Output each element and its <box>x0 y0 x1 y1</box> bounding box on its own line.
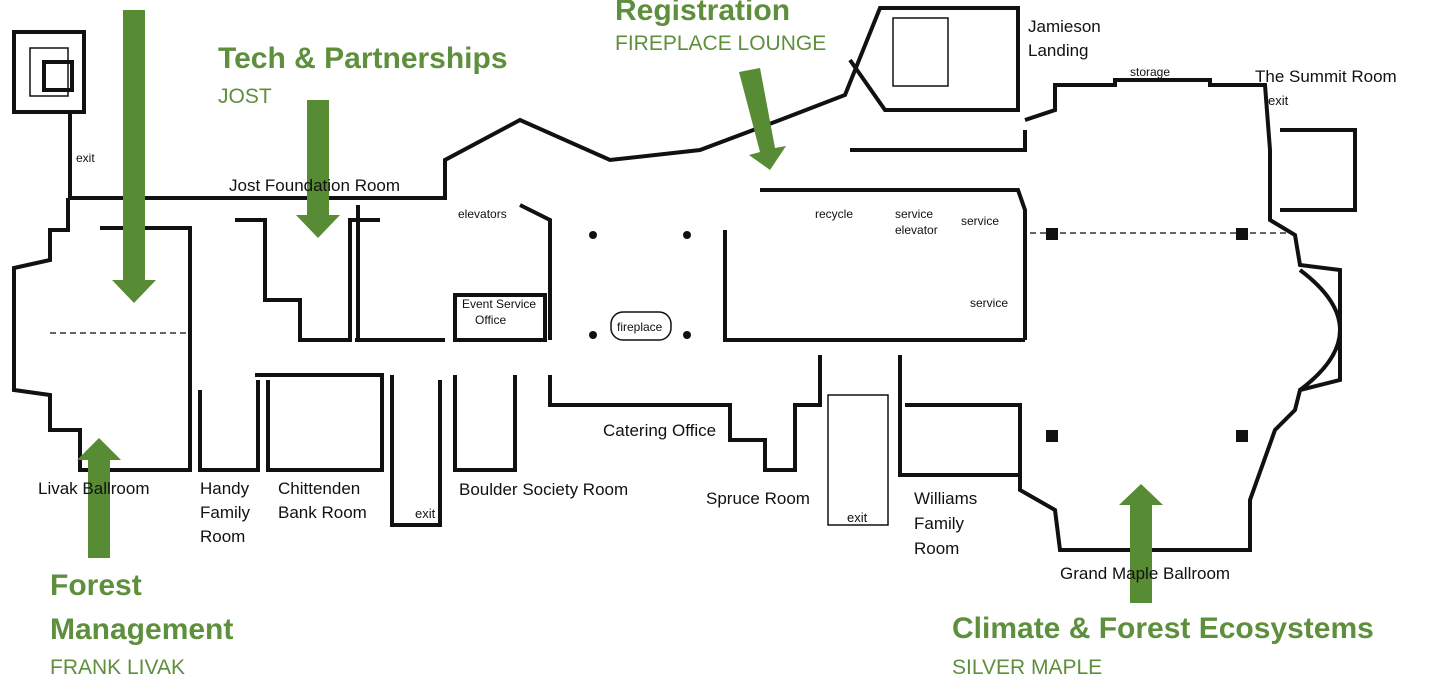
room-label: Bank Room <box>278 503 367 522</box>
room-label: Livak Ballroom <box>38 479 150 498</box>
track-room: JOST <box>218 85 272 108</box>
track-title: Climate & Forest Ecosystems <box>952 612 1374 645</box>
room-label: Landing <box>1028 41 1089 60</box>
room-label: The Summit Room <box>1255 67 1397 86</box>
track-title: Registration <box>615 0 790 27</box>
track-title: Forest <box>50 569 142 602</box>
room-label: Williams <box>914 489 977 508</box>
room-label: Spruce Room <box>706 489 810 508</box>
track-room: SILVER MAPLE <box>952 656 1102 679</box>
room-label: Handy <box>200 479 250 498</box>
room-label: Grand Maple Ballroom <box>1060 564 1230 583</box>
track-room: FRANK LIVAK <box>50 656 185 679</box>
room-label: exit <box>1268 93 1289 108</box>
walls <box>12 6 1357 552</box>
room-label: recycle <box>815 207 853 221</box>
track-room: FIREPLACE LOUNGE <box>615 32 826 55</box>
track-title: Tech & Partnerships <box>218 42 508 75</box>
room-label: exit <box>415 506 436 521</box>
room-label: Room <box>914 539 959 558</box>
room-label: Room <box>200 527 245 546</box>
room-label: Catering Office <box>603 421 716 440</box>
room-label: Family <box>914 514 965 533</box>
room-label: storage <box>1130 65 1170 79</box>
room-label: exit <box>76 151 95 165</box>
room-label: service <box>895 207 933 221</box>
room-label: Family <box>200 503 251 522</box>
track-title: Management <box>50 613 233 646</box>
room-label: Event Service <box>462 297 536 311</box>
room-label: service <box>961 214 999 228</box>
room-label: elevator <box>895 223 938 237</box>
room-label: Jost Foundation Room <box>229 176 400 195</box>
room-label: exit <box>847 510 868 525</box>
room-label: Office <box>475 313 506 327</box>
room-label: fireplace <box>617 320 663 334</box>
room-label: elevators <box>458 207 507 221</box>
room-label: Boulder Society Room <box>459 480 628 499</box>
room-label: service <box>970 296 1008 310</box>
arrows <box>77 10 1163 603</box>
room-label: Chittenden <box>278 479 360 498</box>
room-label: Jamieson <box>1028 17 1101 36</box>
